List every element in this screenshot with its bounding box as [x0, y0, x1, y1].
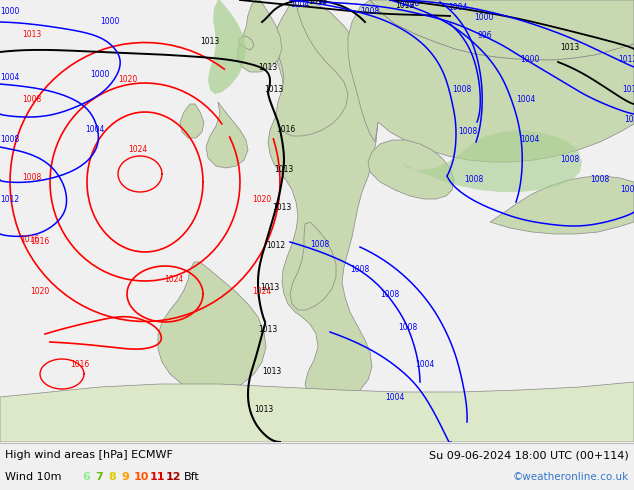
Text: 1013: 1013 — [258, 63, 277, 72]
Text: 1024: 1024 — [252, 287, 271, 296]
Text: 1016: 1016 — [70, 360, 89, 369]
Text: 1008: 1008 — [590, 175, 609, 184]
Text: 1008: 1008 — [398, 323, 417, 332]
Text: 1020: 1020 — [252, 195, 271, 204]
Text: 1016: 1016 — [30, 237, 49, 246]
Text: 1013: 1013 — [200, 37, 219, 46]
Text: 1024: 1024 — [128, 145, 147, 154]
Text: ©weatheronline.co.uk: ©weatheronline.co.uk — [513, 472, 629, 482]
Text: 1013: 1013 — [274, 165, 294, 174]
Text: 996: 996 — [478, 31, 493, 40]
Text: 1000: 1000 — [90, 70, 110, 79]
Text: 1004: 1004 — [0, 73, 20, 82]
Text: 1008: 1008 — [360, 7, 379, 16]
Text: 1000: 1000 — [100, 17, 119, 26]
Text: 1008: 1008 — [380, 290, 399, 299]
Text: 1013: 1013 — [308, 0, 327, 6]
Text: 1008: 1008 — [22, 95, 41, 104]
Text: 1012: 1012 — [266, 241, 285, 250]
Text: 1008: 1008 — [620, 185, 634, 194]
Text: 1000: 1000 — [520, 55, 540, 64]
Polygon shape — [490, 176, 634, 234]
Text: 1000: 1000 — [474, 13, 493, 22]
Text: 1013: 1013 — [22, 30, 41, 39]
Text: 1013: 1013 — [560, 43, 579, 52]
Text: 1013: 1013 — [262, 367, 281, 376]
Text: 1012: 1012 — [624, 115, 634, 124]
Text: 11: 11 — [150, 472, 165, 482]
Text: 1012: 1012 — [618, 55, 634, 64]
Text: Su 09-06-2024 18:00 UTC (00+114): Su 09-06-2024 18:00 UTC (00+114) — [429, 450, 629, 460]
Polygon shape — [208, 0, 246, 94]
Text: 1013: 1013 — [395, 1, 414, 10]
Text: 1008: 1008 — [0, 135, 19, 144]
Text: 1013: 1013 — [272, 203, 291, 212]
Text: 1008: 1008 — [560, 155, 579, 164]
Polygon shape — [206, 102, 248, 168]
Text: 1008: 1008 — [310, 240, 329, 249]
Text: 1004: 1004 — [448, 3, 467, 12]
Text: 1013: 1013 — [260, 283, 279, 292]
Text: 1008: 1008 — [464, 175, 483, 184]
Text: High wind areas [hPa] ECMWF: High wind areas [hPa] ECMWF — [5, 450, 173, 460]
Text: 1016: 1016 — [276, 125, 295, 134]
Polygon shape — [400, 130, 582, 192]
Polygon shape — [348, 0, 634, 162]
Text: 1012: 1012 — [622, 85, 634, 94]
Text: 1004: 1004 — [516, 95, 535, 104]
Polygon shape — [158, 262, 266, 392]
Text: 1008: 1008 — [458, 127, 477, 136]
Text: 1004: 1004 — [290, 0, 309, 9]
Text: 1008: 1008 — [400, 0, 419, 8]
Polygon shape — [180, 104, 204, 138]
Text: 1000: 1000 — [0, 7, 20, 16]
Text: 8: 8 — [108, 472, 116, 482]
Polygon shape — [370, 0, 634, 60]
Text: 1013: 1013 — [254, 405, 273, 414]
Text: 1013: 1013 — [264, 85, 283, 94]
Text: 10: 10 — [134, 472, 150, 482]
Text: 9: 9 — [121, 472, 129, 482]
Polygon shape — [274, 0, 348, 136]
Polygon shape — [268, 0, 378, 404]
Text: 1004: 1004 — [415, 360, 434, 369]
Text: 1016: 1016 — [20, 235, 39, 244]
Text: 12: 12 — [166, 472, 181, 482]
Text: 7: 7 — [95, 472, 103, 482]
Text: 1024: 1024 — [164, 275, 183, 284]
Polygon shape — [0, 382, 634, 442]
Polygon shape — [238, 36, 254, 50]
Text: 1012: 1012 — [0, 195, 19, 204]
Text: 1020: 1020 — [118, 75, 137, 84]
Text: Wind 10m: Wind 10m — [5, 472, 61, 482]
Polygon shape — [237, 0, 282, 72]
Text: 1008: 1008 — [350, 265, 369, 274]
Text: 1008: 1008 — [22, 173, 41, 182]
Text: 1008: 1008 — [452, 85, 471, 94]
Text: 1020: 1020 — [30, 287, 49, 296]
Polygon shape — [368, 140, 454, 199]
Text: 1004: 1004 — [85, 125, 105, 134]
Text: 1013: 1013 — [258, 325, 277, 334]
Text: 6: 6 — [82, 472, 90, 482]
Text: 1004: 1004 — [385, 393, 404, 402]
Text: 1004: 1004 — [520, 135, 540, 144]
Polygon shape — [290, 222, 336, 310]
Text: Bft: Bft — [184, 472, 200, 482]
